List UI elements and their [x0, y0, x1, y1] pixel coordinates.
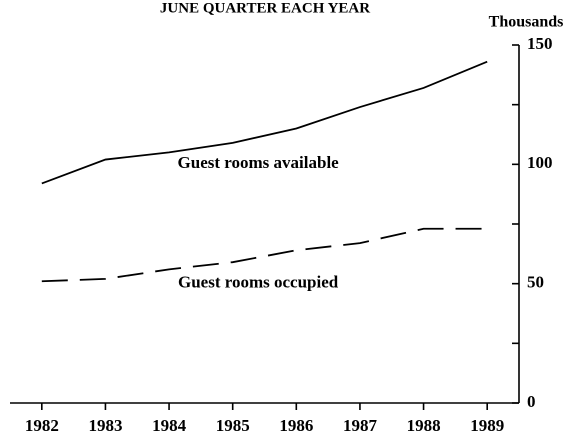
annotation: Guest rooms available	[178, 153, 340, 172]
x-tick-label: 1989	[470, 416, 504, 435]
x-tick-label: 1984	[152, 416, 187, 435]
chart-title: JUNE QUARTER EACH YEAR	[160, 0, 370, 16]
x-tick-label: 1986	[279, 416, 313, 435]
y-tick-label: 50	[527, 273, 544, 292]
series-line	[41, 60, 488, 185]
x-tick-label: 1987	[343, 416, 378, 435]
annotation: Guest rooms occupied	[178, 273, 339, 292]
x-tick-label: 1982	[25, 416, 59, 435]
y-tick-label: 0	[527, 392, 536, 411]
y-tick-label: 100	[527, 153, 553, 172]
y-axis-label: Thousands	[489, 14, 564, 31]
y-tick-label: 150	[527, 34, 553, 53]
x-tick-label: 1988	[407, 416, 441, 435]
x-tick-label: 1983	[88, 416, 122, 435]
x-tick-label: 1985	[216, 416, 250, 435]
